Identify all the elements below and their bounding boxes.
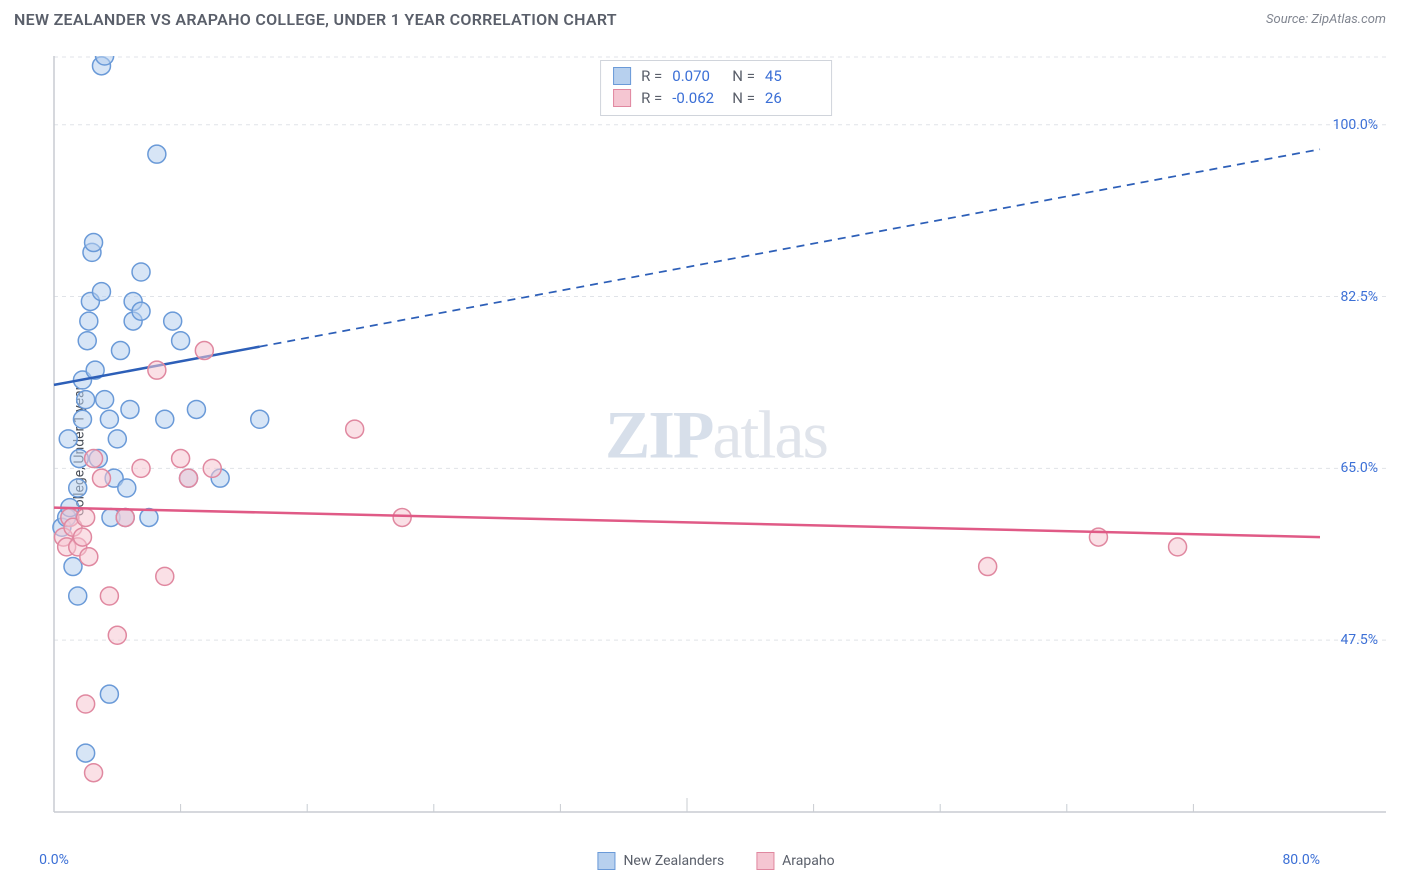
y-tick-label: 82.5% [1340, 289, 1378, 305]
legend-swatch [613, 89, 631, 107]
x-tick-label: 80.0% [1282, 852, 1320, 868]
y-tick-label: 100.0% [1333, 117, 1378, 133]
legend-row: R = -0.062 N = 26 [613, 87, 815, 109]
scatter-plot [46, 56, 1386, 846]
legend-swatch [756, 852, 774, 870]
chart-title: NEW ZEALANDER VS ARAPAHO COLLEGE, UNDER … [14, 10, 617, 29]
correlation-legend: R = 0.070 N = 45 R = -0.062 N = 26 [600, 60, 832, 116]
n-value: 26 [765, 89, 815, 107]
legend-swatch [597, 852, 615, 870]
legend-label: Arapaho [782, 853, 834, 869]
r-value: 0.070 [672, 67, 722, 85]
series-legend: New Zealanders Arapaho [597, 852, 834, 870]
legend-row: R = 0.070 N = 45 [613, 65, 815, 87]
n-value: 45 [765, 67, 815, 85]
legend-item: New Zealanders [597, 852, 724, 870]
chart-header: NEW ZEALANDER VS ARAPAHO COLLEGE, UNDER … [0, 0, 1406, 37]
legend-item: Arapaho [756, 852, 834, 870]
n-label: N = [732, 67, 755, 85]
y-tick-label: 47.5% [1340, 632, 1378, 648]
chart-area: College, Under 1 year ZIPatlas R = 0.070… [46, 56, 1386, 846]
legend-label: New Zealanders [623, 853, 724, 869]
legend-swatch [613, 67, 631, 85]
n-label: N = [732, 89, 755, 107]
y-tick-label: 65.0% [1340, 460, 1378, 476]
r-value: -0.062 [672, 89, 722, 107]
r-label: R = [641, 67, 662, 85]
x-tick-label: 0.0% [39, 852, 69, 868]
chart-source: Source: ZipAtlas.com [1266, 12, 1386, 27]
r-label: R = [641, 89, 662, 107]
